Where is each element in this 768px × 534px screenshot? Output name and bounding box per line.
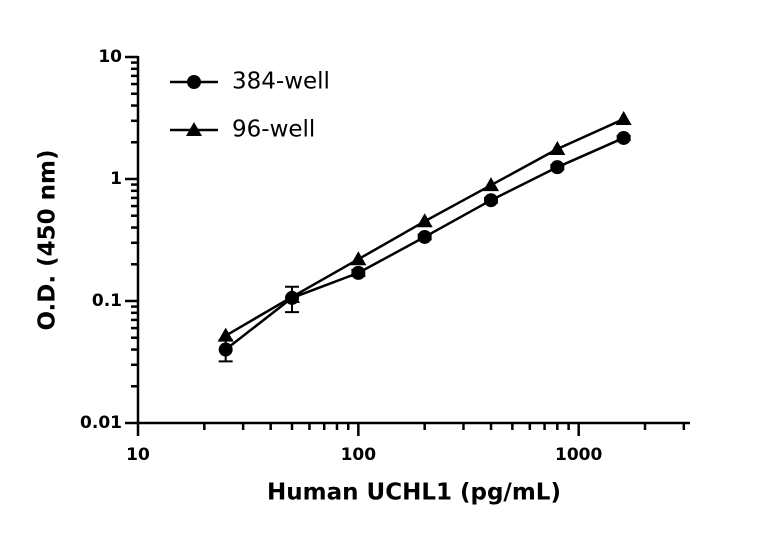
data-point [549, 141, 566, 156]
x-axis-label: Human UCHL1 (pg/mL) [267, 480, 561, 506]
legend-marker [186, 122, 202, 136]
data-point [416, 213, 433, 228]
x-tick-label: 100 [341, 445, 377, 465]
data-point [217, 327, 234, 342]
y-tick-label: 1 [110, 169, 122, 189]
legend-label: 384-well [232, 69, 330, 95]
y-axis-label: O.D. (450 nm) [35, 149, 61, 330]
data-point [218, 342, 233, 357]
data-point [550, 160, 565, 175]
y-tick-label: 0.01 [80, 413, 122, 433]
data-point [350, 251, 367, 266]
x-tick-label: 1000 [555, 445, 602, 465]
data-point [483, 177, 500, 192]
legend-label: 96-well [232, 117, 315, 143]
data-point [351, 265, 366, 280]
legend-marker [187, 75, 201, 89]
data-point [417, 229, 432, 244]
y-tick-label: 10 [98, 47, 122, 67]
x-tick-label: 10 [126, 445, 150, 465]
data-point [615, 111, 632, 126]
y-tick-label: 0.1 [92, 291, 122, 311]
data-point [484, 193, 499, 208]
data-point [616, 130, 631, 145]
data-point [284, 288, 301, 303]
